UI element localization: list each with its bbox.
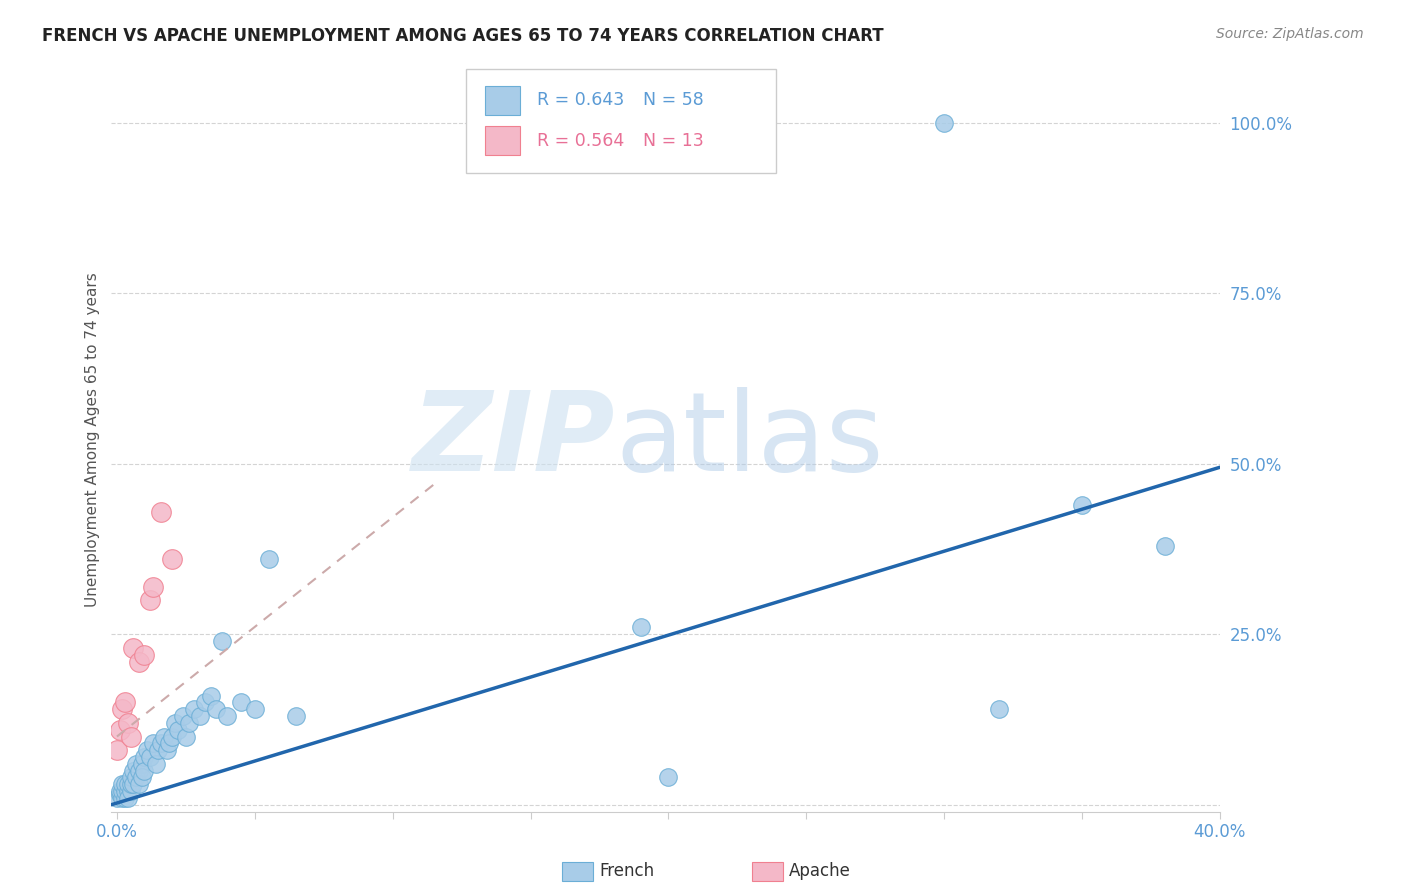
French: [131, 756, 153, 771]
Apache: [111, 702, 134, 716]
French: [148, 743, 170, 757]
Apache: [139, 593, 162, 607]
Apache: [134, 648, 156, 662]
French: [243, 702, 266, 716]
French: [125, 756, 148, 771]
Apache: [114, 696, 136, 710]
French: [120, 777, 142, 791]
Apache: [142, 580, 165, 594]
French: [122, 764, 145, 778]
French: [145, 756, 167, 771]
French: [172, 709, 194, 723]
Text: French: French: [599, 863, 654, 880]
French: [163, 715, 186, 730]
French: [183, 702, 205, 716]
Text: Apache: Apache: [789, 863, 851, 880]
Apache: [128, 655, 150, 669]
French: [205, 702, 228, 716]
FancyBboxPatch shape: [485, 127, 520, 154]
French: [120, 784, 142, 798]
French: [174, 730, 197, 744]
FancyBboxPatch shape: [485, 87, 520, 114]
French: [111, 777, 134, 791]
French: [157, 736, 180, 750]
French: [285, 709, 308, 723]
French: [177, 715, 200, 730]
French: [114, 777, 136, 791]
French: [117, 784, 139, 798]
French: [166, 723, 188, 737]
French: [1153, 539, 1175, 553]
French: [120, 771, 142, 785]
French: [117, 790, 139, 805]
French: [153, 730, 176, 744]
French: [630, 620, 652, 634]
Text: Source: ZipAtlas.com: Source: ZipAtlas.com: [1216, 27, 1364, 41]
French: [136, 743, 159, 757]
French: [125, 771, 148, 785]
French: [114, 790, 136, 805]
French: [229, 696, 252, 710]
French: [200, 689, 222, 703]
French: [108, 784, 131, 798]
Text: N = 13: N = 13: [644, 132, 704, 150]
French: [128, 777, 150, 791]
Text: ZIP: ZIP: [412, 386, 616, 493]
Apache: [108, 723, 131, 737]
French: [1071, 498, 1094, 512]
French: [217, 709, 239, 723]
French: [657, 771, 679, 785]
French: [194, 696, 217, 710]
French: [139, 750, 162, 764]
Text: atlas: atlas: [616, 386, 884, 493]
FancyBboxPatch shape: [467, 69, 776, 172]
French: [105, 790, 128, 805]
Text: R = 0.564: R = 0.564: [537, 132, 624, 150]
Apache: [117, 715, 139, 730]
Text: N = 58: N = 58: [644, 92, 704, 110]
French: [114, 784, 136, 798]
French: [128, 764, 150, 778]
French: [160, 730, 183, 744]
French: [111, 790, 134, 805]
French: [211, 634, 233, 648]
French: [142, 736, 165, 750]
Apache: [120, 730, 142, 744]
Apache: [150, 505, 173, 519]
French: [117, 777, 139, 791]
French: [155, 743, 177, 757]
French: [134, 750, 156, 764]
Apache: [105, 743, 128, 757]
French: [988, 702, 1011, 716]
Y-axis label: Unemployment Among Ages 65 to 74 years: Unemployment Among Ages 65 to 74 years: [86, 273, 100, 607]
Text: R = 0.643: R = 0.643: [537, 92, 624, 110]
Apache: [160, 552, 183, 566]
French: [111, 784, 134, 798]
Apache: [122, 640, 145, 655]
French: [932, 116, 955, 130]
French: [257, 552, 280, 566]
French: [131, 771, 153, 785]
French: [134, 764, 156, 778]
French: [713, 116, 735, 130]
French: [150, 736, 173, 750]
French: [108, 788, 131, 802]
Text: FRENCH VS APACHE UNEMPLOYMENT AMONG AGES 65 TO 74 YEARS CORRELATION CHART: FRENCH VS APACHE UNEMPLOYMENT AMONG AGES…: [42, 27, 884, 45]
French: [122, 777, 145, 791]
French: [188, 709, 211, 723]
